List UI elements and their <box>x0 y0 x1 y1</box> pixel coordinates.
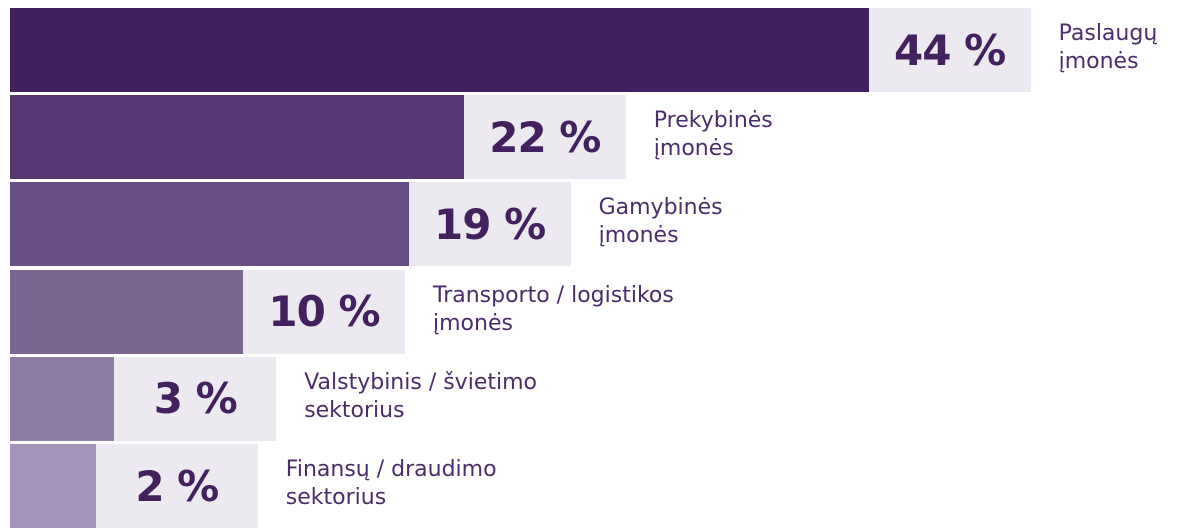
value-label: 19 % <box>408 182 571 267</box>
bar <box>10 356 115 441</box>
category-label: Valstybinis / švietimo sektorius <box>304 369 537 423</box>
value-label: 44 % <box>868 8 1031 92</box>
category-label: Gamybinės įmonės <box>598 195 723 249</box>
category-label: Finansų / draudimo sektorius <box>285 457 497 510</box>
bar <box>10 269 243 354</box>
bar <box>10 8 869 92</box>
bar <box>10 182 409 267</box>
value-label: 3 % <box>114 356 277 441</box>
category-label: Transporto / logistikos įmonės <box>433 282 674 336</box>
category-label: Prekybinės įmonės <box>653 108 773 162</box>
value-label: 22 % <box>463 95 626 180</box>
value-label: 2 % <box>95 444 258 528</box>
value-label: 10 % <box>243 269 405 354</box>
bar <box>10 444 96 528</box>
bar <box>10 95 464 180</box>
category-label: Paslaugų įmonės <box>1058 21 1158 74</box>
